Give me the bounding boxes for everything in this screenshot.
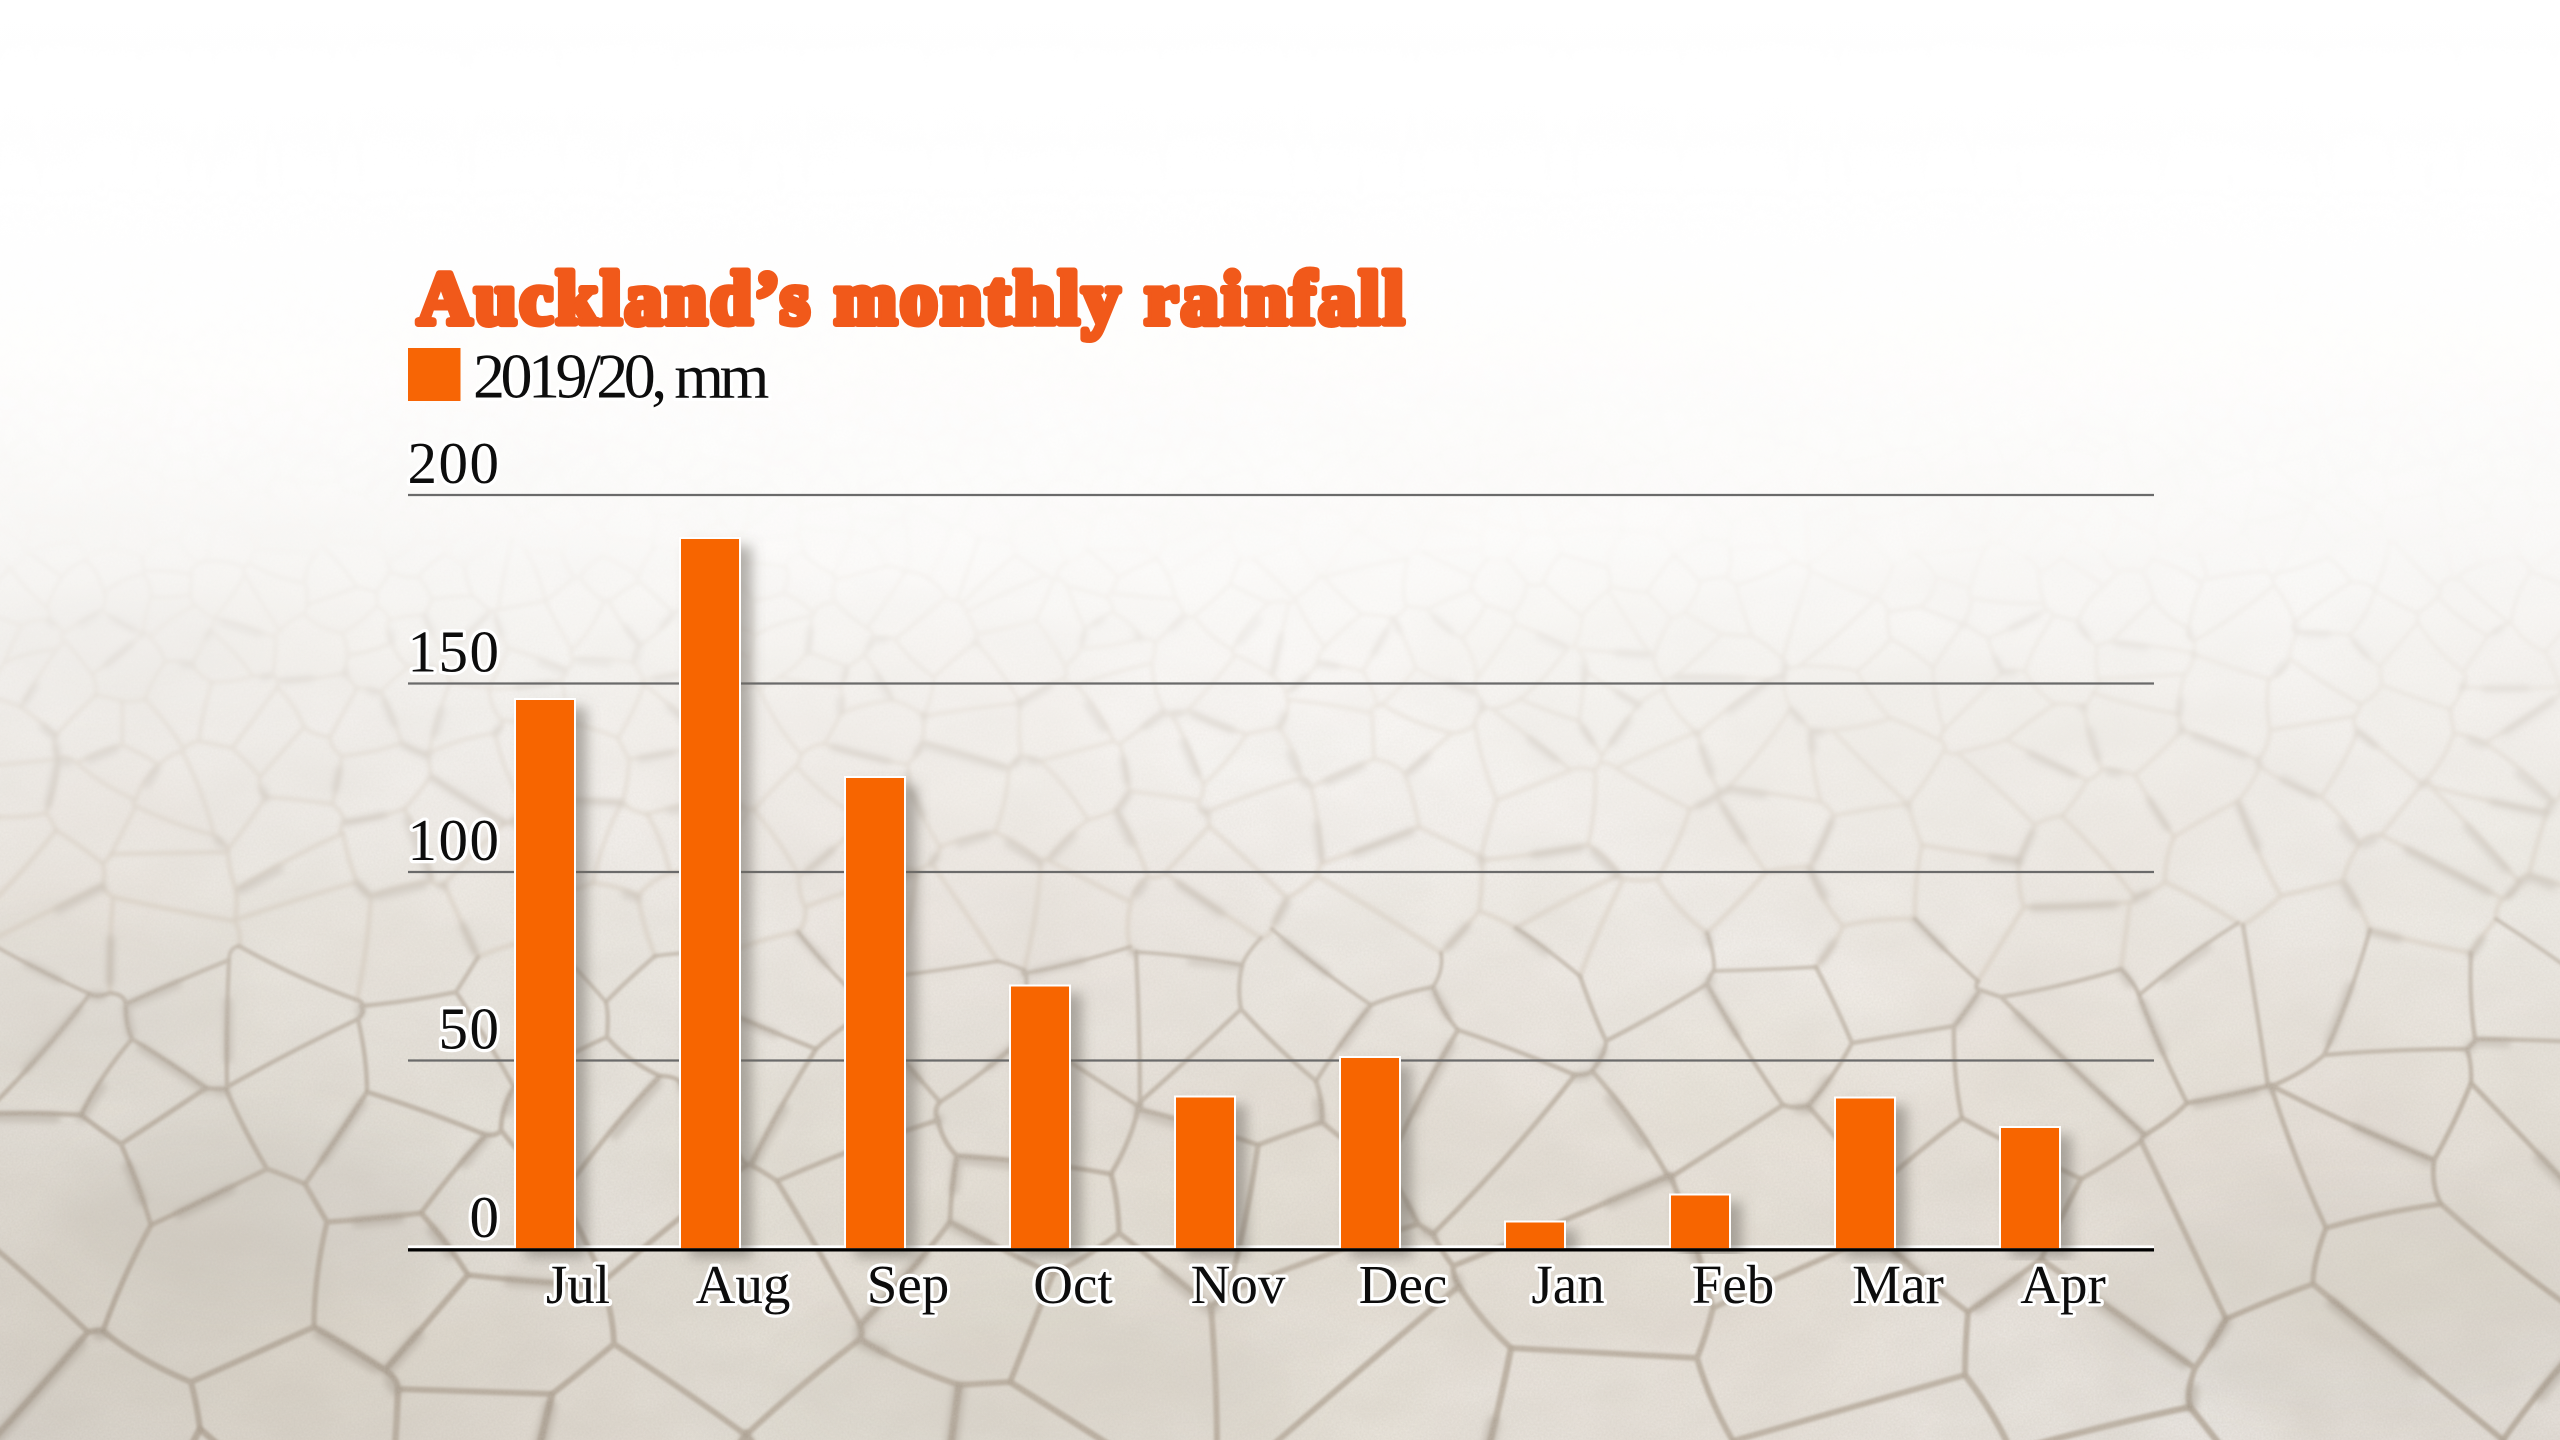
svg-text:150: 150	[408, 619, 501, 685]
svg-text:Aug: Aug	[696, 1254, 791, 1315]
svg-text:Apr: Apr	[2020, 1254, 2106, 1315]
svg-text:Auckland’s monthly rainfall: Auckland’s monthly rainfall	[418, 258, 1407, 341]
svg-text:Mar: Mar	[1852, 1254, 1944, 1315]
svg-text:Oct: Oct	[1033, 1254, 1112, 1315]
svg-text:2019/20, mm: 2019/20, mm	[473, 341, 769, 412]
svg-text:Jul: Jul	[546, 1254, 610, 1315]
svg-text:50: 50	[439, 996, 501, 1062]
svg-text:100: 100	[408, 807, 501, 873]
svg-text:Dec: Dec	[1359, 1254, 1448, 1315]
svg-text:Sep: Sep	[867, 1254, 950, 1315]
svg-text:Jan: Jan	[1531, 1254, 1604, 1315]
svg-text:Nov: Nov	[1191, 1254, 1286, 1315]
svg-text:0: 0	[470, 1184, 501, 1250]
svg-text:Feb: Feb	[1692, 1254, 1775, 1315]
svg-text:200: 200	[408, 430, 501, 496]
